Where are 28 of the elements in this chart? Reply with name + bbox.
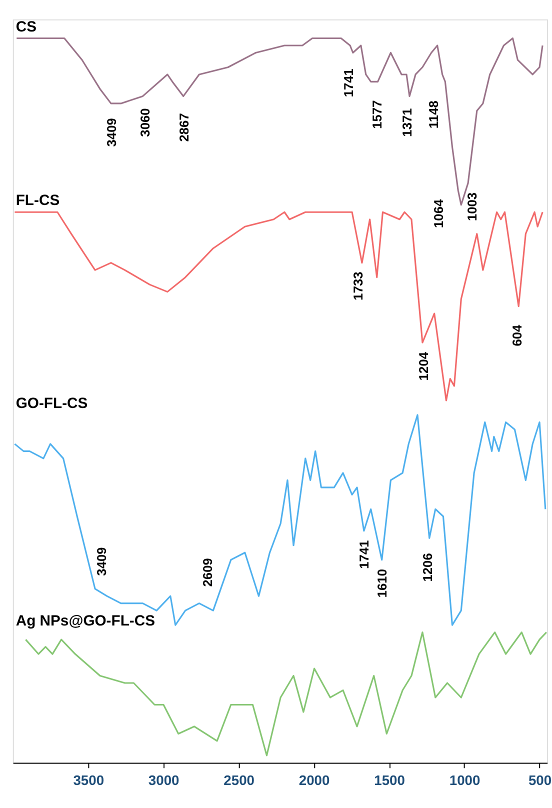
x-tick-label: 1000 xyxy=(449,772,480,788)
x-tick-label: 500 xyxy=(528,772,552,788)
annotation: 1003 xyxy=(464,192,480,222)
annotation: 2867 xyxy=(176,113,192,142)
annotation: 3409 xyxy=(94,547,110,576)
series-label: Ag NPs@GO-FL-CS xyxy=(16,613,156,630)
x-tick-label: 1500 xyxy=(374,772,406,788)
annotation: 1577 xyxy=(370,100,385,129)
annotation: 1206 xyxy=(420,553,436,582)
annotation: 1064 xyxy=(430,198,446,228)
annotation: 1733 xyxy=(350,272,366,300)
annotation: 604 xyxy=(509,324,524,346)
x-tick-label: 2000 xyxy=(298,772,330,788)
annotation: 1741 xyxy=(340,68,356,98)
annotation: 3409 xyxy=(104,118,119,147)
annotation: 1204 xyxy=(416,351,432,381)
annotation: 3060 xyxy=(138,108,153,137)
x-tick-label: 3000 xyxy=(148,772,180,788)
series-label: FL-CS xyxy=(16,193,60,210)
annotation: 1148 xyxy=(426,100,442,129)
annotation: 1741 xyxy=(356,540,372,569)
annotation: 1371 xyxy=(399,108,414,137)
series-label: CS xyxy=(16,19,37,36)
x-tick-label: 3500 xyxy=(73,772,104,788)
text: GO-FL-CS xyxy=(16,396,88,412)
annotation: 2609 xyxy=(200,558,216,587)
annotation: 1610 xyxy=(374,568,390,598)
x-tick-label: 2500 xyxy=(224,772,255,788)
